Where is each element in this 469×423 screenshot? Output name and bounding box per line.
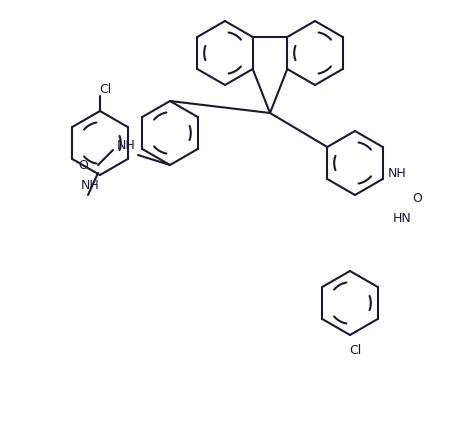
Text: O: O [78, 159, 88, 171]
Text: Cl: Cl [349, 343, 361, 357]
Text: HN: HN [393, 212, 411, 225]
Text: NH: NH [117, 138, 136, 151]
Text: O: O [412, 192, 422, 204]
Text: NH: NH [81, 179, 99, 192]
Text: NH: NH [387, 167, 406, 179]
Text: Cl: Cl [99, 82, 111, 96]
